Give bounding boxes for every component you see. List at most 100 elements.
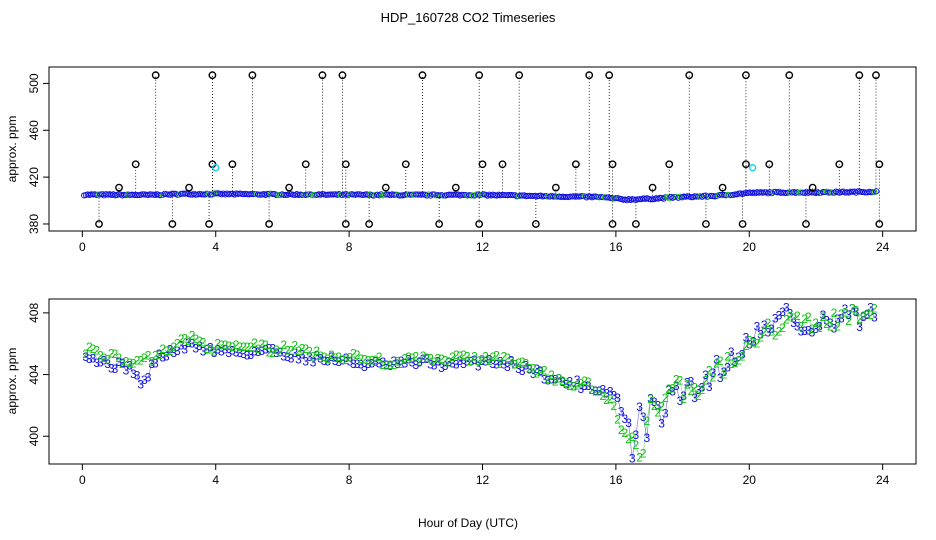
top-x-tick-label: 0 [79,240,86,254]
bottom-series-3-point: 3 [97,355,104,369]
bottom-series-2-point: 2 [794,309,801,323]
bottom-series-3-point: 3 [233,345,240,359]
bottom-series-2-point: 2 [420,349,427,363]
bottom-series-2-point: 2 [489,350,496,364]
top-cyan-point [212,164,220,172]
bottom-series-3-point: 3 [776,309,783,323]
bottom-series-2-point: 2 [148,354,155,368]
bottom-series-2-point: 2 [112,347,119,361]
bottom-series-3-point: 3 [269,342,276,356]
bottom-series-2-point: 2 [181,332,188,346]
bottom-series-2-point: 2 [416,355,423,369]
bottom-series-3-point: 3 [512,357,519,371]
bottom-series-2-point: 2 [280,338,287,352]
bottom-series-3-point: 3 [317,351,324,365]
bottom-series-3-point: 3 [754,319,761,333]
bottom-series-2-point: 2 [361,352,368,366]
bottom-series-3-point: 3 [442,359,449,373]
bottom-series-3-point: 3 [93,356,100,370]
bottom-series-2-point: 2 [545,372,552,386]
bottom-series-2-point: 2 [776,324,783,338]
bottom-series-2-point: 2 [324,352,331,366]
bottom-series-2-point: 2 [647,392,654,406]
top-spike-point [742,71,750,80]
bottom-series-3-point: 3 [563,378,570,392]
bottom-series-2-point: 2 [728,357,735,371]
top-y-tick-label: 420 [27,167,41,187]
bottom-series-3-point: 3 [346,354,353,368]
bottom-series-2-point: 2 [258,337,265,351]
bottom-series-2-point: 2 [614,412,621,426]
bottom-series-2-point: 2 [475,354,482,368]
bottom-series-3-point: 3 [284,350,291,364]
top-spike-point [131,160,140,169]
bottom-series-3-point: 3 [405,352,412,366]
bottom-series-2-point: 2 [299,341,306,355]
bottom-series-2-point: 2 [134,353,141,367]
bottom-series-3-point: 3 [163,349,170,363]
bottom-series-2-point: 2 [556,372,563,386]
bottom-series-2-point: 2 [159,342,166,356]
bottom-series-2-point: 2 [856,312,863,326]
bottom-series-2-point: 2 [310,350,317,364]
top-spike-point [875,160,884,169]
bottom-series-2-point: 2 [339,353,346,367]
top-baseline-point [816,189,823,197]
bottom-series-2-point: 2 [537,365,544,379]
bottom-series-3-point: 3 [112,362,119,376]
bottom-series-3-point: 3 [556,371,563,385]
x-axis-label: Hour of Day (UTC) [418,516,518,530]
top-baseline-point [869,189,876,196]
bottom-series-2-point: 2 [174,337,181,351]
bottom-series-3-point: 3 [211,346,218,360]
top-baseline-point [156,192,163,199]
bottom-series-2-point: 2 [552,374,559,388]
top-baseline-point [440,192,447,199]
bottom-series-3-point: 3 [706,380,713,394]
bottom-series-2-point: 2 [486,354,493,368]
bottom-series-2-point: 2 [779,321,786,335]
bottom-series-2-point: 2 [97,349,104,363]
bottom-series-2-point: 2 [456,349,463,363]
bottom-series-2-point: 2 [860,309,867,323]
top-baseline-point [508,191,515,199]
bottom-series-3-point: 3 [625,416,632,430]
bottom-series-3-point: 3 [82,350,89,364]
bottom-series-3-point: 3 [691,391,698,405]
bottom-series-2-point: 2 [739,350,746,364]
bottom-series-3-point: 3 [794,320,801,334]
bottom-series-3-point: 3 [578,382,585,396]
bottom-series-2-point: 2 [589,383,596,397]
bottom-series-2-point: 2 [185,334,192,348]
top-spike-point [718,183,727,192]
bottom-series-3-point: 3 [493,358,500,372]
top-spike-point [585,71,594,80]
bottom-series-3-point: 3 [313,348,320,362]
bottom-series-2-point: 2 [563,376,570,390]
bottom-series-2-point: 2 [225,339,232,353]
bottom-series-2-point: 2 [211,344,218,358]
bottom-series-2-point: 2 [306,345,313,359]
bottom-y-tick-label: 404 [27,364,41,384]
bottom-series-3-point: 3 [431,359,438,373]
bottom-series-2-point: 2 [192,332,199,346]
bottom-series-2-point: 2 [442,354,449,368]
bottom-series-2-point: 2 [335,350,342,364]
bottom-series-2-point: 2 [721,368,728,382]
bottom-series-3-point: 3 [519,364,526,378]
bottom-series-2-point: 2 [214,336,221,350]
bottom-series-3-point: 3 [449,357,456,371]
bottom-series-3-point: 3 [801,324,808,338]
bottom-series-3-point: 3 [170,346,177,360]
bottom-series-2-point: 2 [548,368,555,382]
bottom-series-3-point: 3 [130,367,137,381]
top-x-tick-label: 8 [346,240,353,254]
bottom-series-2-point: 2 [618,423,625,437]
bottom-series-2-point: 2 [291,338,298,352]
bottom-series-2-point: 2 [137,353,144,367]
bottom-series-2-point: 2 [820,310,827,324]
top-spike-point [115,183,123,192]
bottom-series-2-point: 2 [812,316,819,330]
bottom-series-3-point: 3 [849,301,856,315]
bottom-series-2-point: 2 [585,375,592,389]
